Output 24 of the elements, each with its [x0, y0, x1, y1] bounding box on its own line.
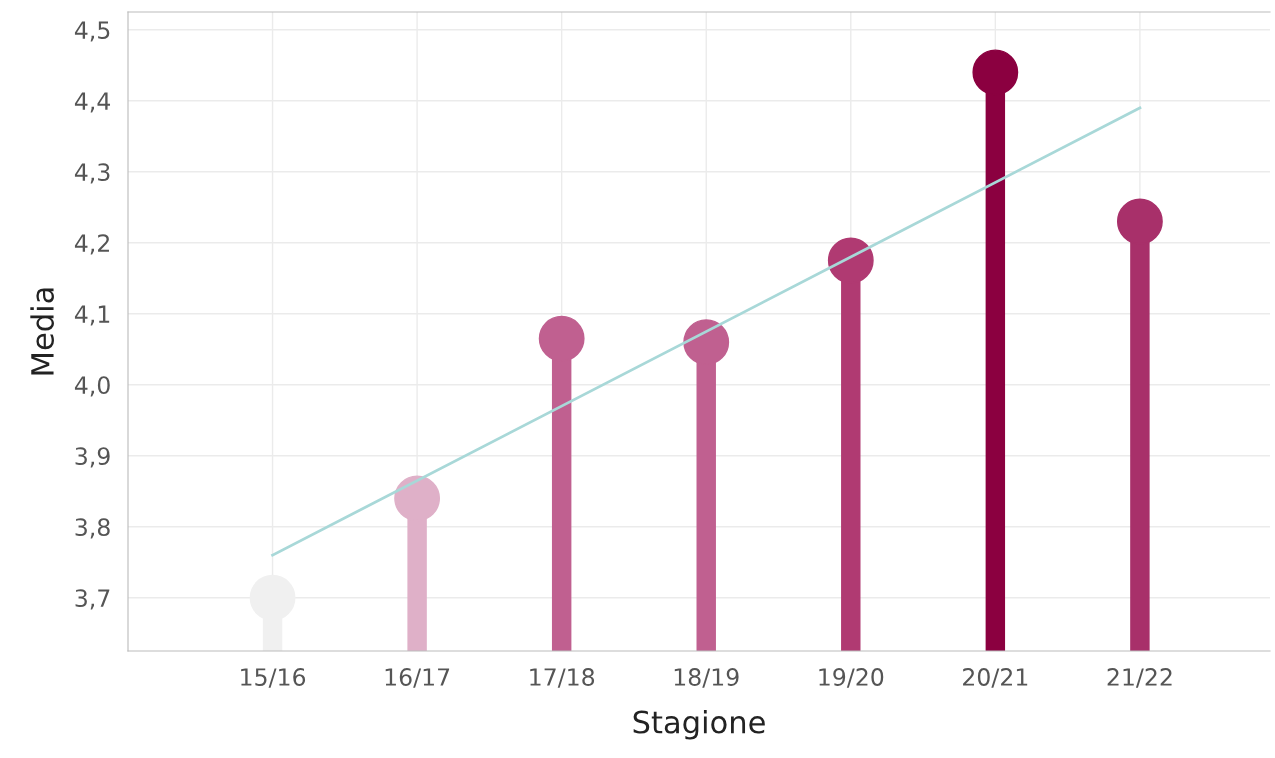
point — [394, 475, 441, 522]
y-tick-label: 3,8 — [75, 518, 110, 539]
x-tick-label: 18/19 — [674, 668, 739, 688]
point — [827, 237, 874, 284]
y-tick-label: 4,2 — [74, 234, 109, 255]
point — [683, 319, 730, 366]
point — [1116, 198, 1163, 245]
point — [538, 315, 585, 362]
x-tick-label: 17/18 — [530, 668, 595, 688]
y-tick-label: 3,7 — [75, 589, 110, 610]
y-tick-label: 4,5 — [74, 21, 110, 42]
y-axis-title: Media — [30, 288, 54, 375]
y-tick-label: 4,1 — [74, 305, 110, 326]
y-tick-label: 3,9 — [75, 447, 110, 468]
x-tick-label: 16/17 — [385, 668, 450, 688]
x-tick-label: 15/16 — [241, 668, 306, 688]
point — [972, 49, 1019, 96]
y-tick-label: 4,3 — [74, 163, 110, 184]
x-tick-label: 21/22 — [1107, 668, 1172, 688]
x-axis-title: Stagione — [633, 709, 765, 740]
y-tick-label: 4,4 — [74, 92, 111, 113]
x-tick-label: 20/21 — [963, 668, 1028, 688]
x-tick-label: 19/20 — [819, 668, 884, 688]
y-tick-label: 4,0 — [74, 376, 110, 397]
